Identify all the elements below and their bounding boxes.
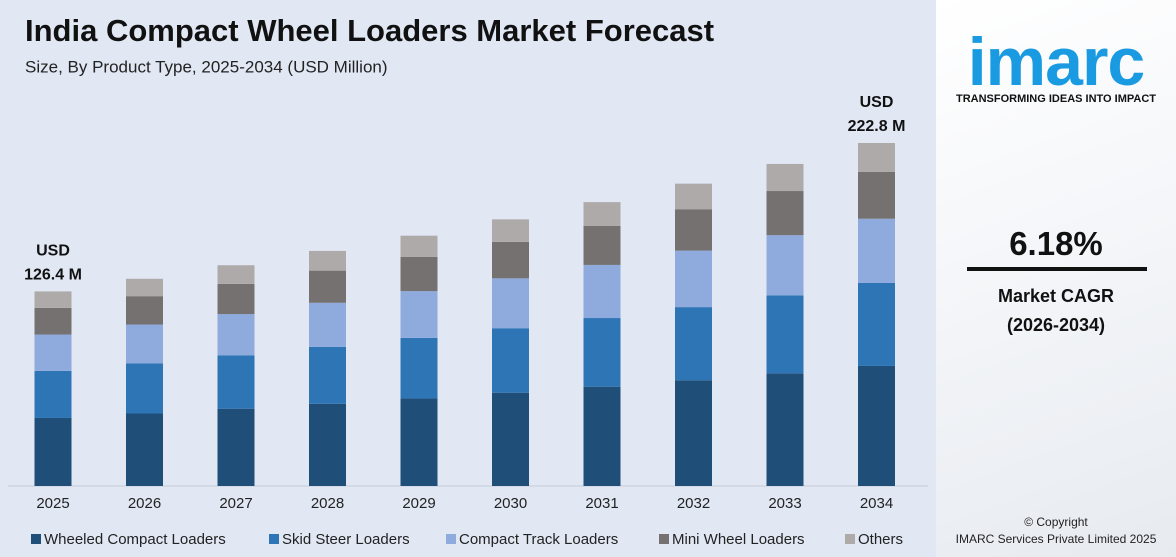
cagr-label: Market CAGR bbox=[997, 286, 1115, 306]
bar-segment bbox=[858, 218, 895, 283]
bar-segment bbox=[34, 291, 72, 308]
x-tick-label: 2034 bbox=[860, 495, 893, 512]
chart-subtitle: Size, By Product Type, 2025-2034 (USD Mi… bbox=[25, 57, 388, 76]
legend-label: Others bbox=[858, 531, 903, 548]
bar-segment bbox=[400, 256, 438, 292]
bar-segment bbox=[675, 380, 712, 486]
bar-segment bbox=[126, 324, 163, 364]
bar-segment bbox=[492, 219, 529, 242]
bar-segment bbox=[766, 373, 804, 486]
bar-segment bbox=[400, 337, 438, 399]
bar-segment bbox=[675, 307, 712, 381]
bar-segment bbox=[675, 183, 712, 210]
bar-segment bbox=[126, 363, 163, 414]
bar-segment bbox=[766, 191, 804, 236]
bar-segment bbox=[858, 282, 895, 366]
bar-segment bbox=[583, 202, 621, 226]
cagr-value: 6.18% bbox=[1009, 225, 1103, 262]
x-tick-label: 2027 bbox=[219, 495, 252, 512]
legend-swatch bbox=[659, 534, 669, 544]
side-panel: imarc TRANSFORMING IDEAS INTO IMPACT 6.1… bbox=[936, 0, 1176, 557]
x-tick-label: 2030 bbox=[494, 495, 527, 512]
bar-segment bbox=[34, 307, 72, 335]
bar-segment bbox=[400, 291, 438, 338]
x-tick-label: 2026 bbox=[128, 495, 161, 512]
legend-swatch bbox=[269, 534, 279, 544]
bar-segment bbox=[492, 392, 529, 486]
bar-segment bbox=[492, 241, 529, 279]
chart-title: India Compact Wheel Loaders Market Forec… bbox=[25, 13, 714, 48]
x-tick-label: 2025 bbox=[36, 495, 69, 512]
total-prefix: USD bbox=[860, 94, 894, 111]
bar-segment bbox=[126, 413, 163, 486]
legend-label: Mini Wheel Loaders bbox=[672, 531, 805, 548]
bar-segment bbox=[858, 143, 895, 172]
bar-segment bbox=[583, 386, 621, 486]
chart: India Compact Wheel Loaders Market Forec… bbox=[8, 13, 928, 548]
bar-segment bbox=[858, 171, 895, 219]
legend-label: Compact Track Loaders bbox=[459, 531, 618, 548]
legend-label: Wheeled Compact Loaders bbox=[44, 531, 226, 548]
legend-swatch bbox=[845, 534, 855, 544]
bar-segment bbox=[675, 209, 712, 251]
bar-segment bbox=[675, 250, 712, 308]
bar-segment bbox=[766, 163, 804, 192]
x-tick-label: 2028 bbox=[311, 495, 344, 512]
logo: imarc bbox=[967, 24, 1145, 100]
bar-segment bbox=[583, 264, 621, 319]
bar-segment bbox=[309, 250, 346, 271]
bar-segment bbox=[309, 403, 346, 486]
bar-segment bbox=[217, 265, 255, 284]
bar-segment bbox=[766, 235, 804, 296]
bar-segment bbox=[217, 408, 255, 486]
bar-segment bbox=[126, 296, 163, 325]
legend-label: Skid Steer Loaders bbox=[282, 531, 410, 548]
bar-segment bbox=[34, 417, 72, 486]
bar-segment bbox=[217, 314, 255, 356]
bar-segment bbox=[400, 398, 438, 486]
bar-segment bbox=[583, 225, 621, 265]
bar-segment bbox=[400, 235, 438, 257]
copyright: © Copyright bbox=[1024, 515, 1088, 529]
bar-segment bbox=[126, 278, 163, 297]
total-label: 126.4 M bbox=[24, 267, 82, 284]
bar-segment bbox=[309, 302, 346, 347]
x-tick-label: 2033 bbox=[768, 495, 801, 512]
x-tick-label: 2029 bbox=[402, 495, 435, 512]
bar-segment bbox=[217, 355, 255, 409]
bar-segment bbox=[217, 283, 255, 315]
bar-segment bbox=[858, 365, 895, 486]
cagr-period: (2026-2034) bbox=[1006, 315, 1106, 335]
legend-swatch bbox=[31, 534, 41, 544]
bar-segment bbox=[583, 318, 621, 387]
company: IMARC Services Private Limited 2025 bbox=[955, 532, 1157, 546]
total-label: 222.8 M bbox=[848, 118, 906, 135]
x-tick-label: 2032 bbox=[677, 495, 710, 512]
bar-segment bbox=[34, 334, 72, 371]
x-tick-label: 2031 bbox=[585, 495, 618, 512]
total-prefix: USD bbox=[36, 243, 70, 260]
tagline: TRANSFORMING IDEAS INTO IMPACT bbox=[955, 93, 1157, 105]
divider bbox=[967, 267, 1147, 271]
bar-segment bbox=[309, 270, 346, 303]
bar-segment bbox=[492, 328, 529, 393]
bar-segment bbox=[492, 278, 529, 329]
legend-swatch bbox=[446, 534, 456, 544]
bar-segment bbox=[34, 370, 72, 418]
bar-segment bbox=[766, 295, 804, 374]
bar-segment bbox=[309, 346, 346, 404]
